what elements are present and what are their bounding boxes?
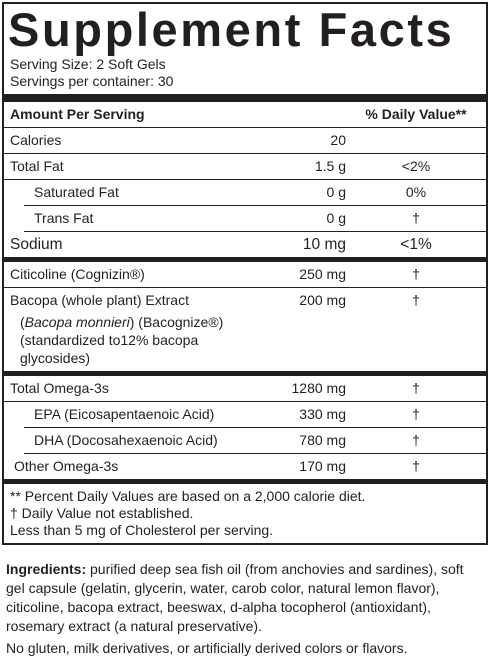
daily-value: † [412, 266, 420, 282]
nutrient-name: Calories [10, 132, 62, 148]
nutrient-rows: Calories 20 Total Fat 1.5 g <2% Saturated Fat… [4, 128, 486, 484]
daily-value: <1% [400, 236, 432, 253]
nutrient-name: Total Fat [10, 158, 64, 174]
amount: 330 mg [299, 406, 346, 422]
nutrient-name: Bacopa (whole plant) Extract (Bacopa monn… [4, 288, 246, 371]
daily-value: <2% [401, 158, 431, 174]
amount: 0 g [326, 210, 346, 226]
header-row: Amount Per Serving % Daily Value** [4, 102, 486, 128]
amount: 200 mg [299, 292, 346, 308]
daily-value: † [412, 406, 420, 422]
dv-header: % Daily Value** [365, 106, 467, 122]
nutrient-detail: (Bacopa monnieri) (Bacognize®) [20, 314, 224, 330]
nutrient-row: Citicoline (Cognizin®) 250 mg † [4, 262, 486, 288]
nutrient-detail: (standardized to12% bacopa glycosides) [20, 332, 199, 366]
sub-row: Trans Fat 0 g † [24, 206, 486, 232]
nutrient-name: DHA (Docosahexaenoic Acid) [34, 432, 218, 448]
sub-row: Saturated Fat 0 g 0% [24, 180, 486, 206]
footnote: † Daily Value not established. [10, 505, 194, 521]
nutrient-name: Saturated Fat [34, 184, 119, 200]
sub-row: EPA (Eicosapentaenoic Acid) 330 mg † [24, 402, 486, 428]
daily-value: † [412, 458, 420, 474]
nutrient-name: Citicoline (Cognizin®) [10, 266, 145, 282]
nutrient-name: Other Omega-3s [14, 458, 119, 474]
statement: No gluten, milk derivatives, or artifici… [6, 640, 408, 656]
nutrient-row: Sodium 10 mg <1% [4, 232, 486, 262]
title: Supplement Facts [8, 3, 455, 56]
amount: 780 mg [299, 432, 346, 448]
amount: 170 mg [299, 458, 346, 474]
amount: 1.5 g [314, 158, 346, 174]
nutrient-name: EPA (Eicosapentaenoic Acid) [34, 406, 215, 422]
amount-header: Amount Per Serving [10, 106, 145, 122]
daily-value: † [412, 292, 420, 308]
nutrient-name: Sodium [10, 236, 63, 253]
footnote: Less than 5 mg of Cholesterol per servin… [10, 522, 274, 538]
supplement-facts-panel: Supplement Facts Serving Size: 2 Soft Ge… [2, 2, 488, 545]
daily-value: † [412, 210, 420, 226]
daily-value: † [412, 432, 420, 448]
servings-per-container: Servings per container: 30 [10, 73, 174, 89]
thick-rule [4, 94, 486, 102]
daily-value: 0% [405, 184, 427, 200]
amount: 250 mg [299, 266, 346, 282]
nutrient-row: Calories 20 [4, 128, 486, 154]
footnotes: ** Percent Daily Values are based on a 2… [4, 484, 486, 543]
footnote: ** Percent Daily Values are based on a 2… [10, 488, 366, 504]
ingredients-text: purified deep sea fish oil (from anchovi… [6, 561, 464, 634]
sub-row: DHA (Docosahexaenoic Acid) 780 mg † [24, 428, 486, 454]
amount: 1280 mg [291, 380, 346, 396]
nutrient-name: Total Omega-3s [10, 380, 109, 396]
nutrient-row: Total Fat 1.5 g <2% [4, 154, 486, 180]
sub-row: Other Omega-3s 170 mg † [4, 454, 486, 484]
nutrient-name: Trans Fat [34, 210, 94, 226]
amount: 20 [330, 132, 346, 148]
serving-size: Serving Size: 2 Soft Gels [10, 56, 166, 72]
amount: 0 g [326, 184, 346, 200]
daily-value: † [412, 380, 420, 396]
nutrient-row: Total Omega-3s 1280 mg † [4, 376, 486, 402]
ingredients: Ingredients: purified deep sea fish oil … [6, 560, 486, 636]
nutrient-row: Bacopa (whole plant) Extract (Bacopa monn… [4, 288, 486, 376]
ingredients-label: Ingredients: [6, 561, 87, 577]
amount: 10 mg [302, 236, 346, 253]
